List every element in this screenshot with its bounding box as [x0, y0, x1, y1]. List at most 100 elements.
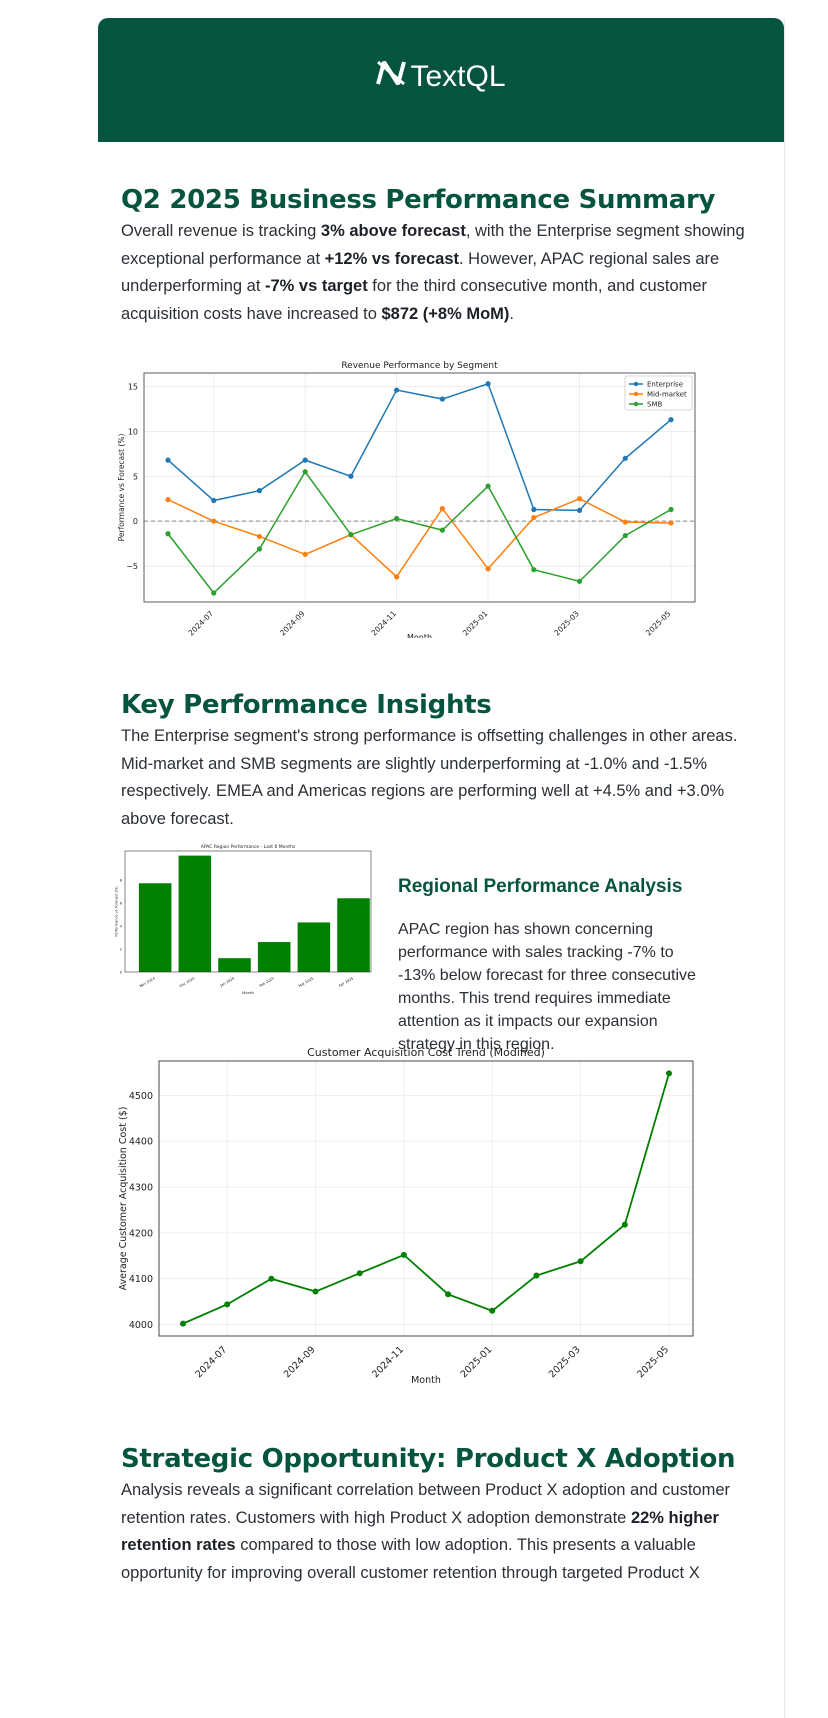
data-point: [211, 518, 217, 524]
data-point: [531, 506, 537, 513]
data-point: [165, 531, 171, 537]
legend-label: Enterprise: [647, 381, 683, 389]
x-tick-label: Nov 2024: [139, 976, 156, 988]
data-point: [622, 532, 628, 539]
x-tick-label: 2024-11: [370, 609, 399, 638]
summary-paragraph: Overall revenue is tracking 3% above for…: [121, 222, 745, 323]
series-line: [182, 1073, 670, 1325]
data-point: [531, 514, 537, 521]
regional-analysis-text: APAC region has shown concerning perform…: [398, 921, 696, 1053]
data-point: [165, 457, 171, 463]
y-tick-label: 4400: [129, 1137, 153, 1148]
x-tick-label: Mar 2025: [298, 976, 314, 988]
y-tick-label: 4100: [129, 1274, 153, 1285]
legend-marker: [633, 381, 639, 387]
data-point: [668, 520, 674, 526]
plot-frame: [124, 850, 372, 973]
y-tick-label: 0: [133, 517, 138, 526]
chart-title: APAC Region Performance - Last 6 Months: [201, 844, 296, 850]
y-tick-label: 4200: [129, 1228, 153, 1239]
data-point: [439, 396, 445, 402]
data-point: [577, 1258, 584, 1265]
data-point: [622, 519, 628, 525]
data-point: [668, 417, 674, 423]
brand-logo: TextQL: [98, 56, 784, 97]
y-tick-label: 4: [120, 924, 123, 928]
y-tick-label: −5: [126, 562, 138, 571]
data-point: [394, 515, 400, 522]
data-point: [180, 1320, 186, 1327]
x-tick-label: 2024-09: [278, 609, 307, 638]
data-point: [439, 506, 445, 512]
data-point: [485, 483, 491, 489]
data-point: [489, 1307, 496, 1314]
y-tick-label: 4000: [129, 1320, 153, 1331]
section-title-summary: Q2 2025 Business Performance Summary: [121, 185, 716, 215]
data-point: [211, 497, 217, 504]
x-tick-label: 2025-03: [552, 609, 581, 638]
data-point: [256, 546, 263, 552]
data-point: [621, 1221, 628, 1228]
series-line: [167, 470, 672, 595]
cac-trend-chart: 4000 4100 4200 4300 4400 4500 2024-07 2024-09 20…: [118, 1046, 694, 1386]
textql-logo-icon: [376, 57, 407, 97]
data-point: [439, 527, 445, 533]
plot-frame: [158, 1060, 694, 1337]
legend-marker: [633, 391, 639, 397]
y-tick-label: 10: [128, 427, 138, 436]
revenue-performance-chart: −5 0 5 10 15 2024-07 2024-09 2024-11 2025-01 2025…: [117, 361, 696, 638]
y-tick-label: 2: [120, 947, 122, 951]
data-point: [668, 506, 674, 513]
data-point: [348, 473, 354, 479]
data-point: [445, 1291, 452, 1298]
bar: [257, 942, 291, 972]
bar: [297, 922, 331, 972]
bar: [337, 898, 370, 972]
legend-label: SMB: [647, 401, 662, 409]
x-tick-label: 2024-11: [370, 1344, 406, 1380]
report-card: TextQL Q2 2025 Business Performance Summ…: [98, 18, 785, 1718]
x-tick-label: Jan 2025: [219, 976, 235, 988]
y-axis-label: Average Customer Acquisition Cost ($): [118, 1107, 129, 1291]
x-tick-label: 2024-07: [193, 1344, 229, 1380]
data-point: [302, 469, 308, 475]
y-axis-label: Performance vs Forecast (%): [117, 434, 126, 542]
data-point: [666, 1070, 672, 1077]
section-title-insights: Key Performance Insights: [121, 690, 492, 720]
x-axis-label: Month: [407, 633, 432, 638]
y-tick-label: 8: [120, 878, 122, 882]
data-point: [211, 590, 217, 596]
x-tick-label: 2025-03: [547, 1344, 583, 1380]
y-tick-label: 0: [120, 971, 122, 975]
bar: [138, 883, 172, 972]
x-tick-label: 2025-01: [459, 1344, 495, 1380]
data-point: [400, 1251, 407, 1258]
series-line: [167, 497, 672, 579]
regional-analysis-title: Regional Performance Analysis: [398, 876, 683, 897]
data-point: [394, 574, 400, 580]
data-point: [533, 1272, 540, 1279]
y-tick-label: 15: [128, 382, 138, 391]
data-point: [348, 532, 354, 538]
bar: [218, 958, 251, 972]
y-tick-label: 4500: [129, 1091, 153, 1102]
data-point: [302, 551, 308, 558]
x-tick-label: 2024-07: [187, 609, 216, 638]
legend-label: Mid-market: [647, 391, 687, 399]
plot-frame: [143, 372, 696, 603]
data-point: [576, 496, 583, 502]
data-point: [256, 533, 263, 540]
y-axis-label: Performance vs Forecast (%): [115, 886, 119, 937]
data-point: [312, 1288, 319, 1295]
data-point: [256, 488, 263, 494]
data-point: [394, 387, 400, 393]
insights-paragraph: The Enterprise segment's strong performa…: [121, 727, 738, 828]
data-point: [576, 578, 583, 584]
y-tick-label: 6: [120, 901, 122, 905]
y-tick-label: 4300: [129, 1183, 153, 1194]
x-axis-label: Month: [242, 990, 254, 995]
legend-marker: [633, 401, 639, 407]
x-tick-label: 2025-01: [461, 609, 490, 638]
apac-performance-chart: 0 2 4 6 8 Nov 2024 Dec 2024 Jan 2025 Feb 2025 Mar…: [115, 844, 372, 995]
section-title-opportunity: Strategic Opportunity: Product X Adoptio…: [121, 1444, 736, 1474]
